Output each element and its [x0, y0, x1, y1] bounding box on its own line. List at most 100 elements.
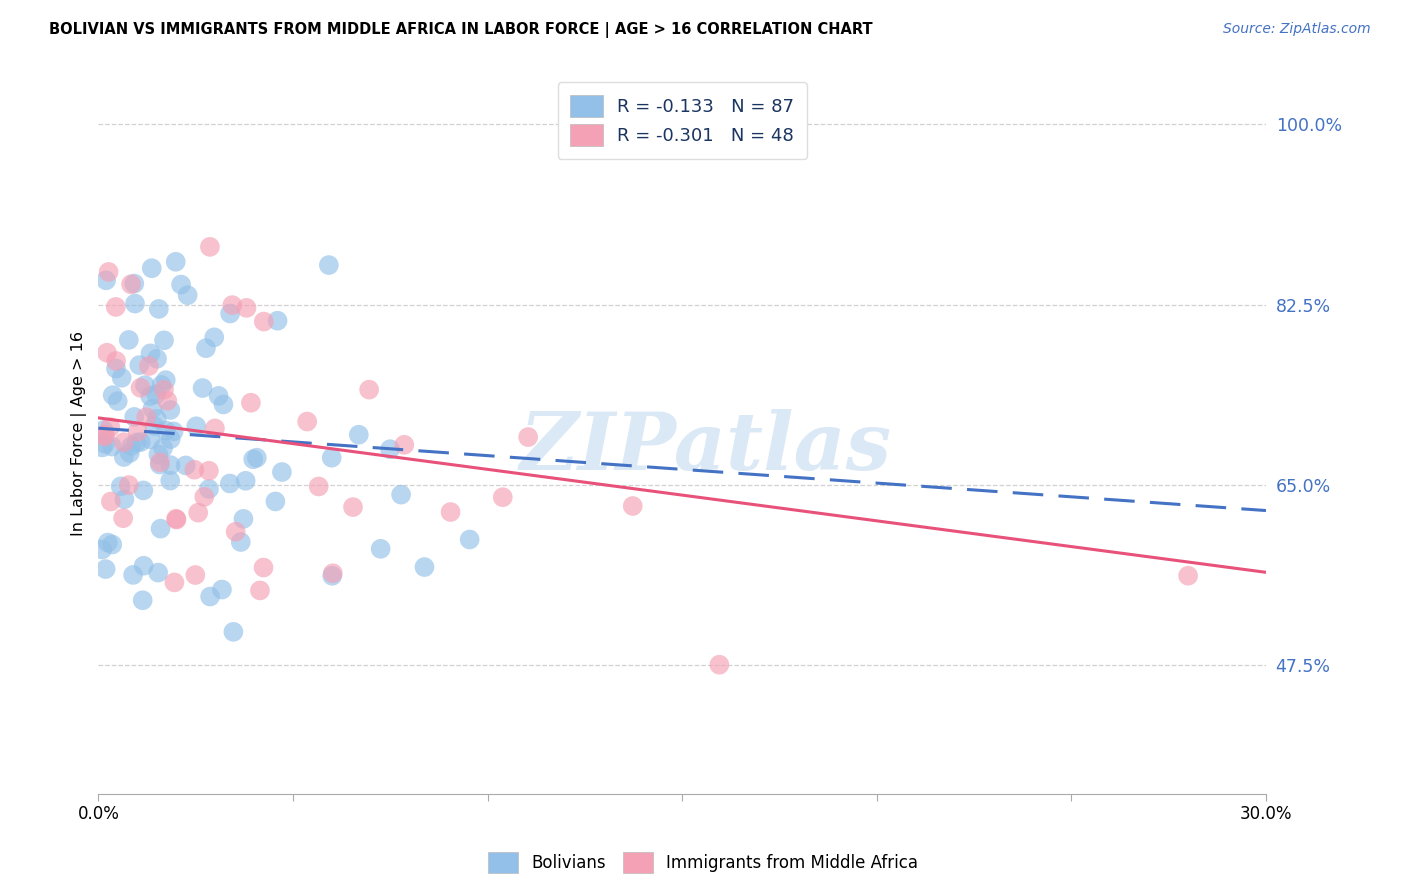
- Point: [221, 298, 243, 312]
- Point: [118, 478, 141, 492]
- Point: [150, 378, 173, 392]
- Point: [134, 378, 156, 392]
- Point: [132, 483, 155, 498]
- Point: [246, 450, 269, 465]
- Point: [342, 500, 364, 514]
- Point: [91, 441, 114, 455]
- Point: [122, 568, 145, 582]
- Point: [212, 397, 235, 411]
- Point: [139, 433, 162, 447]
- Point: [101, 537, 124, 551]
- Point: [252, 560, 274, 574]
- Point: [211, 582, 233, 597]
- Point: [176, 288, 198, 302]
- Point: [124, 296, 146, 310]
- Point: [198, 240, 221, 254]
- Point: [359, 383, 381, 397]
- Text: BOLIVIAN VS IMMIGRANTS FROM MIDDLE AFRICA IN LABOR FORCE | AGE > 16 CORRELATION : BOLIVIAN VS IMMIGRANTS FROM MIDDLE AFRIC…: [49, 22, 873, 38]
- Point: [308, 479, 330, 493]
- Point: [225, 524, 247, 539]
- Point: [347, 427, 370, 442]
- Point: [219, 306, 242, 320]
- Y-axis label: In Labor Force | Age > 16: In Labor Force | Age > 16: [72, 331, 87, 536]
- Point: [107, 394, 129, 409]
- Point: [222, 624, 245, 639]
- Point: [621, 499, 644, 513]
- Point: [104, 300, 127, 314]
- Text: ZIPatlas: ZIPatlas: [519, 409, 891, 486]
- Point: [125, 435, 148, 450]
- Point: [155, 424, 177, 438]
- Point: [191, 381, 214, 395]
- Point: [145, 387, 167, 401]
- Point: [149, 458, 172, 472]
- Point: [187, 506, 209, 520]
- Point: [153, 383, 176, 397]
- Point: [165, 254, 187, 268]
- Point: [132, 558, 155, 573]
- Point: [148, 301, 170, 316]
- Point: [148, 448, 170, 462]
- Point: [153, 334, 176, 348]
- Point: [266, 314, 288, 328]
- Point: [194, 341, 217, 355]
- Point: [159, 474, 181, 488]
- Point: [439, 505, 461, 519]
- Point: [124, 277, 146, 291]
- Point: [378, 442, 401, 457]
- Point: [112, 435, 135, 450]
- Point: [170, 277, 193, 292]
- Point: [318, 258, 340, 272]
- Point: [146, 566, 169, 580]
- Point: [101, 440, 124, 454]
- Point: [94, 427, 117, 442]
- Point: [131, 593, 153, 607]
- Point: [120, 277, 142, 292]
- Point: [118, 446, 141, 460]
- Point: [235, 301, 257, 315]
- Point: [389, 487, 412, 501]
- Point: [186, 419, 208, 434]
- Point: [111, 370, 134, 384]
- Point: [458, 533, 481, 547]
- Point: [139, 346, 162, 360]
- Point: [204, 421, 226, 435]
- Point: [146, 412, 169, 426]
- Point: [105, 354, 128, 368]
- Point: [100, 494, 122, 508]
- Point: [709, 657, 731, 672]
- Point: [159, 432, 181, 446]
- Point: [155, 373, 177, 387]
- Point: [127, 425, 149, 439]
- Point: [143, 419, 166, 434]
- Point: [112, 450, 135, 464]
- Point: [97, 265, 120, 279]
- Point: [264, 494, 287, 508]
- Point: [174, 458, 197, 473]
- Point: [232, 512, 254, 526]
- Point: [93, 423, 115, 437]
- Text: Source: ZipAtlas.com: Source: ZipAtlas.com: [1223, 22, 1371, 37]
- Point: [202, 330, 225, 344]
- Point: [91, 542, 114, 557]
- Point: [239, 395, 262, 409]
- Point: [146, 351, 169, 366]
- Point: [162, 425, 184, 439]
- Point: [120, 439, 142, 453]
- Point: [413, 560, 436, 574]
- Point: [394, 438, 416, 452]
- Point: [193, 490, 215, 504]
- Point: [249, 583, 271, 598]
- Point: [101, 388, 124, 402]
- Point: [138, 359, 160, 373]
- Point: [198, 464, 221, 478]
- Point: [96, 345, 118, 359]
- Point: [149, 522, 172, 536]
- Point: [295, 415, 318, 429]
- Point: [112, 492, 135, 507]
- Point: [112, 511, 135, 525]
- Point: [229, 535, 252, 549]
- Point: [93, 429, 115, 443]
- Point: [207, 389, 229, 403]
- Point: [159, 403, 181, 417]
